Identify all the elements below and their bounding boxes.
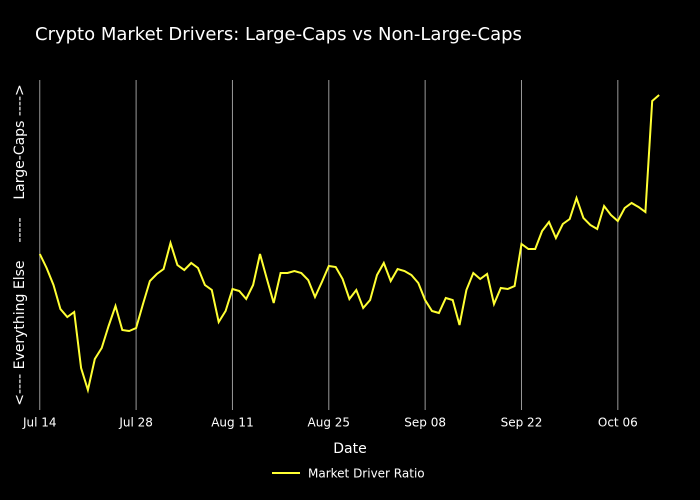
x-tick-label: Jul 14 bbox=[22, 416, 57, 430]
data-line bbox=[38, 94, 660, 394]
chart-title: Crypto Market Drivers: Large-Caps vs Non… bbox=[35, 24, 522, 45]
x-axis-title: Date bbox=[333, 441, 366, 457]
x-tick-label: Sep 22 bbox=[501, 416, 543, 430]
x-tick-label: Aug 11 bbox=[211, 416, 254, 430]
x-tick-label: Aug 25 bbox=[308, 416, 351, 430]
legend-label: Market Driver Ratio bbox=[308, 467, 425, 481]
y-axis-title: <---- Everything Else ----- Large-Caps -… bbox=[12, 84, 28, 406]
x-tick-label: Oct 06 bbox=[598, 416, 638, 430]
x-tick-label: Sep 08 bbox=[404, 416, 446, 430]
x-tick-label: Jul 28 bbox=[118, 416, 153, 430]
